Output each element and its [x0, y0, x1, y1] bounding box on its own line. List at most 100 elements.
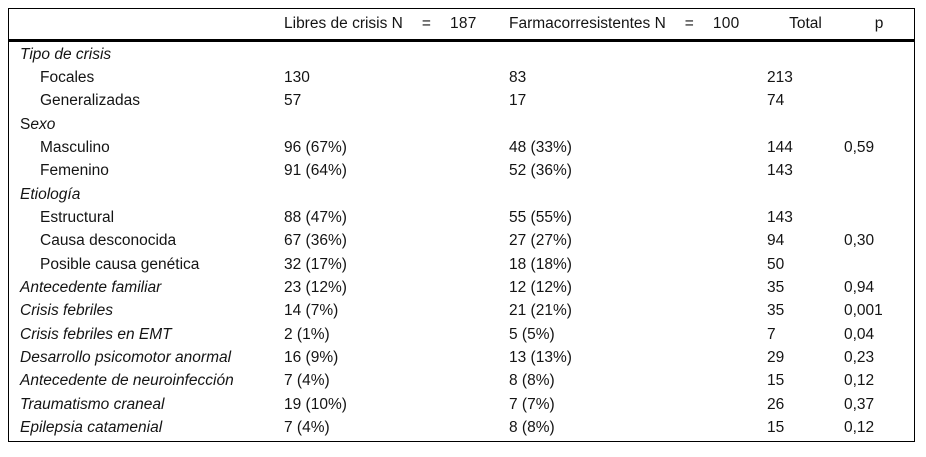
table-row: Femenino 91 (64%) 52 (36%) 143 — [9, 160, 914, 183]
row-label-cell: Etiología — [9, 186, 284, 204]
cell-libres-de-crisis: 14 (7%) — [284, 302, 339, 320]
row-label-cell: Crisis febriles en EMT — [9, 326, 284, 344]
table-row: Causa desconocida 67 (36%) 27 (27%) 94 0… — [9, 230, 914, 253]
row-label: Posible causa genética — [40, 255, 200, 273]
column-header-farmacorresistentes: Farmacorresistentes N = 100 — [509, 15, 767, 33]
table-row: Crisis febriles 14 (7%) 21 (21%) 35 0,00… — [9, 300, 914, 323]
cell-p: 0,04 — [844, 325, 875, 343]
cell-farmacorresistentes: 7 (7%) — [509, 395, 555, 413]
table-row: Antecedente de neuroinfección 7 (4%) 8 (… — [9, 370, 914, 393]
table-row: Desarrollo psicomotor anormal 16 (9%) 13… — [9, 346, 914, 369]
statistics-table: Libres de crisis N = 187 Farmacorresistent… — [8, 8, 915, 442]
column-header-libres-de-crisis: Libres de crisis N = 187 — [284, 15, 509, 33]
cell-libres-de-crisis: 57 — [284, 92, 302, 110]
cell-total: 144 — [767, 139, 793, 157]
row-label: Etiología — [20, 185, 81, 203]
cell-libres-de-crisis: 23 (12%) — [284, 279, 347, 297]
row-label: Masculino — [40, 139, 110, 157]
cell-p: 0,12 — [844, 372, 875, 390]
row-label: Causa desconocida — [40, 232, 177, 250]
cell-p: 0,94 — [844, 279, 875, 297]
cell-libres-de-crisis: 91 (64%) — [284, 162, 347, 180]
cell-libres-de-crisis: 67 (36%) — [284, 232, 347, 250]
row-label-cell: Posible causa genética — [9, 256, 284, 274]
cell-total: 35 — [767, 302, 785, 320]
cell-farmacorresistentes: 13 (13%) — [509, 349, 572, 367]
equals-sign: = — [684, 15, 694, 32]
cell-farmacorresistentes: 27 (27%) — [509, 232, 572, 250]
row-label: Crisis febriles — [20, 302, 114, 320]
row-label-cell: Femenino — [9, 162, 284, 180]
row-label: Crisis febriles en EMT — [20, 325, 172, 343]
table-row: Estructural 88 (47%) 55 (55%) 143 — [9, 206, 914, 229]
cell-farmacorresistentes: 52 (36%) — [509, 162, 572, 180]
cell-p: 0,001 — [844, 302, 883, 320]
row-label-cell: Sexo — [9, 116, 284, 134]
row-label-cell: Tipo de crisis — [9, 46, 284, 64]
cell-total: 15 — [767, 419, 785, 437]
row-label-cell: Causa desconocida — [9, 232, 284, 250]
row-label-cell: Masculino — [9, 139, 284, 157]
cell-farmacorresistentes: 55 (55%) — [509, 209, 572, 227]
row-label-cell: Estructural — [9, 209, 284, 227]
cell-libres-de-crisis: 88 (47%) — [284, 209, 347, 227]
cell-total: 74 — [767, 92, 785, 110]
table-row: Antecedente familiar 23 (12%) 12 (12%) 3… — [9, 276, 914, 299]
column-label: Farmacorresistentes N — [509, 15, 666, 32]
table-row: Etiología — [9, 183, 914, 206]
row-label-cell: Focales — [9, 69, 284, 87]
cell-farmacorresistentes: 8 (8%) — [509, 419, 555, 437]
table-row: Epilepsia catamenial 7 (4%) 8 (8%) 15 0,… — [9, 417, 914, 440]
row-label: Antecedente familiar — [20, 279, 162, 297]
column-header-p: p — [874, 15, 884, 32]
row-label: Femenino — [40, 162, 109, 180]
table-row: Masculino 96 (67%) 48 (33%) 144 0,59 — [9, 136, 914, 159]
cell-p: 0,23 — [844, 349, 875, 367]
row-label-cell: Antecedente familiar — [9, 279, 284, 297]
cell-farmacorresistentes: 48 (33%) — [509, 139, 572, 157]
row-label: Generalizadas — [40, 92, 140, 110]
cell-p: 0,30 — [844, 232, 875, 250]
cell-total: 143 — [767, 162, 793, 180]
table-row: Focales 130 83 213 — [9, 66, 914, 89]
row-label: Estructural — [40, 209, 115, 227]
cell-total: 213 — [767, 69, 793, 87]
cell-libres-de-crisis: 130 — [284, 69, 310, 87]
cell-total: 35 — [767, 279, 785, 297]
row-label: Tipo de crisis — [20, 45, 112, 63]
cell-total: 94 — [767, 232, 785, 250]
cell-total: 26 — [767, 395, 785, 413]
table-body: Tipo de crisis Focales 130 83 213 Genera… — [9, 42, 914, 440]
row-label: Focales — [40, 69, 95, 87]
cell-total: 15 — [767, 372, 785, 390]
cell-total: 143 — [767, 209, 793, 227]
cell-farmacorresistentes: 12 (12%) — [509, 279, 572, 297]
cell-farmacorresistentes: 5 (5%) — [509, 325, 555, 343]
cell-libres-de-crisis: 7 (4%) — [284, 419, 330, 437]
row-label: Antecedente de neuroinfección — [20, 372, 234, 390]
cell-farmacorresistentes: 83 — [509, 69, 527, 87]
cell-libres-de-crisis: 16 (9%) — [284, 349, 339, 367]
row-label: Traumatismo craneal — [20, 395, 165, 413]
cell-farmacorresistentes: 21 (21%) — [509, 302, 572, 320]
cell-total: 50 — [767, 255, 785, 273]
row-label: Epilepsia catamenial — [20, 419, 163, 437]
table-row: Traumatismo craneal 19 (10%) 7 (7%) 26 0… — [9, 393, 914, 416]
equals-sign: = — [421, 15, 431, 32]
table-row: Sexo — [9, 113, 914, 136]
cell-p: 0,59 — [844, 139, 875, 157]
column-n-value: 100 — [712, 15, 740, 32]
cell-libres-de-crisis: 7 (4%) — [284, 372, 330, 390]
cell-p: 0,37 — [844, 395, 875, 413]
cell-libres-de-crisis: 96 (67%) — [284, 139, 347, 157]
cell-farmacorresistentes: 18 (18%) — [509, 255, 572, 273]
cell-libres-de-crisis: 19 (10%) — [284, 395, 347, 413]
table-row: Tipo de crisis — [9, 43, 914, 66]
table-row: Generalizadas 57 17 74 — [9, 90, 914, 113]
row-label-cell: Traumatismo craneal — [9, 396, 284, 414]
row-label-cell: Generalizadas — [9, 92, 284, 110]
row-label-cell: Antecedente de neuroinfección — [9, 372, 284, 390]
column-header-total: Total — [789, 15, 822, 32]
table-header-row: Libres de crisis N = 187 Farmacorresistent… — [9, 9, 914, 42]
cell-total: 29 — [767, 349, 785, 367]
